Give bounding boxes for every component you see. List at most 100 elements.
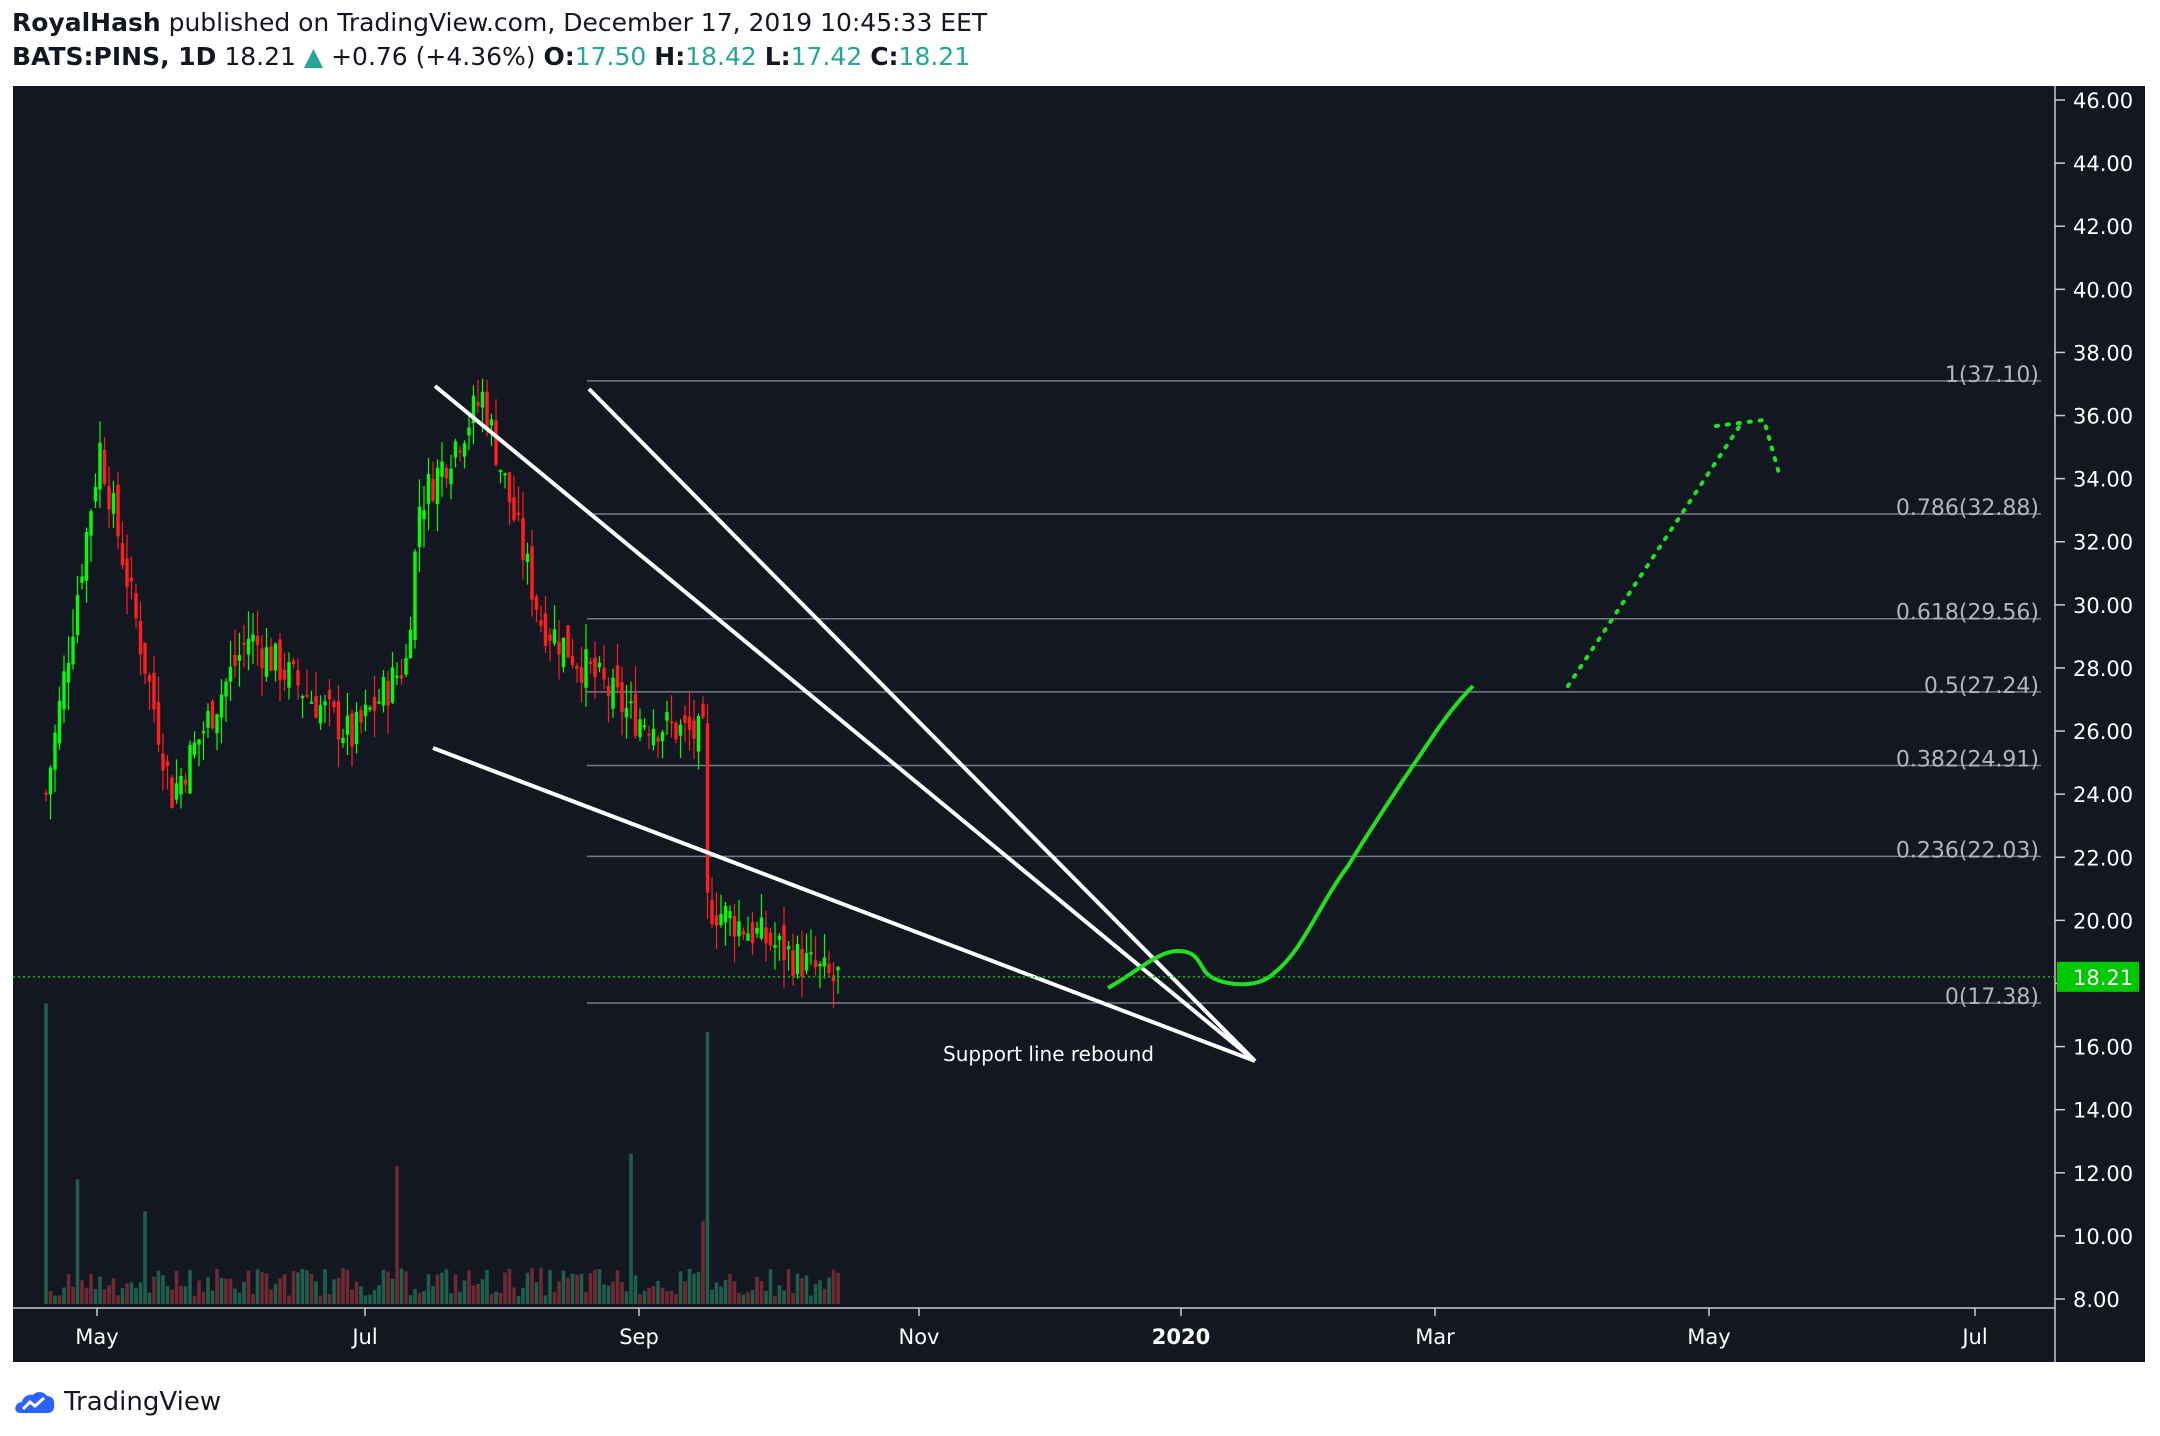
volume-bar xyxy=(269,1289,273,1304)
candle-body xyxy=(359,710,363,723)
volume-bar xyxy=(777,1285,782,1304)
volume-bar xyxy=(764,1290,768,1304)
projection-arrow-icon xyxy=(1714,417,1782,479)
candle-body xyxy=(732,915,737,937)
candle-body xyxy=(791,950,795,977)
price-tick-label: 20.00 xyxy=(2073,909,2133,933)
candle-body xyxy=(611,677,615,709)
annotation-text[interactable]: Support line rebound xyxy=(943,1042,1154,1066)
candle-body xyxy=(296,670,300,686)
volume-bar xyxy=(710,1289,714,1304)
volume-bar xyxy=(291,1271,296,1304)
time-tick-label: Nov xyxy=(899,1325,940,1349)
chart-area[interactable]: 1(37.10) 0.786(32.88) 0.618(29.56) 0.5(27.2… xyxy=(13,86,2145,1362)
volume-bar xyxy=(390,1278,395,1304)
candle-body xyxy=(237,655,242,661)
up-triangle-icon: ▲ xyxy=(303,42,324,71)
candle-body xyxy=(588,661,593,665)
drawings[interactable]: Support line rebound xyxy=(432,384,1782,1066)
volume-bar xyxy=(111,1278,116,1304)
volume-bar xyxy=(192,1295,197,1304)
candle-body xyxy=(809,952,813,955)
volume-bar xyxy=(179,1285,183,1304)
candle-body xyxy=(215,714,219,734)
volume-bars xyxy=(44,1003,840,1304)
volume-bar xyxy=(561,1270,566,1304)
price-tick-label: 42.00 xyxy=(2073,215,2133,239)
price-tick-label: 38.00 xyxy=(2073,341,2133,365)
price-chart[interactable]: 1(37.10) 0.786(32.88) 0.618(29.56) 0.5(27.2… xyxy=(13,86,2145,1362)
volume-bar xyxy=(354,1281,359,1304)
candle-body xyxy=(219,694,224,718)
candle-body xyxy=(606,685,611,697)
volume-bar xyxy=(809,1295,813,1304)
volume-bar xyxy=(489,1294,494,1304)
price-axis[interactable]: 8.0010.0012.0014.0016.0018.0020.0022.002… xyxy=(2055,89,2133,1312)
time-axis[interactable]: May Jul Sep Nov 2020 Mar May Jul xyxy=(75,1308,1988,1349)
candle-body xyxy=(471,395,476,424)
volume-bar xyxy=(66,1274,71,1304)
upper-trend-line[interactable] xyxy=(433,384,1257,1063)
candle-body xyxy=(273,643,278,671)
volume-bar xyxy=(368,1294,372,1304)
chart-header: RoyalHash published on TradingView.com, … xyxy=(12,6,2152,74)
candle-body xyxy=(656,737,660,742)
tradingview-brand[interactable]: TradingView xyxy=(64,1387,222,1417)
candle-body xyxy=(773,944,777,948)
volume-bar xyxy=(552,1291,557,1304)
volume-bar xyxy=(503,1272,507,1304)
candle-body xyxy=(210,701,215,729)
tradingview-logo-icon[interactable] xyxy=(14,1387,56,1417)
volume-bar xyxy=(471,1285,476,1304)
candle-body xyxy=(345,715,350,735)
candle-body xyxy=(318,705,323,724)
candle-body xyxy=(80,576,84,583)
volume-bar xyxy=(818,1280,822,1304)
candle-body xyxy=(710,899,714,925)
candle-body xyxy=(687,716,692,731)
projection-dotted-line[interactable] xyxy=(1566,419,1745,688)
volume-bar xyxy=(134,1288,138,1304)
volume-bar xyxy=(701,1220,705,1304)
volume-bar xyxy=(660,1287,665,1304)
candle-body xyxy=(453,441,458,458)
volume-bar xyxy=(183,1286,188,1304)
projection-curve[interactable] xyxy=(1107,684,1475,990)
candle-body xyxy=(755,927,759,934)
volume-bar xyxy=(332,1279,336,1304)
volume-bar xyxy=(530,1268,534,1304)
candle-body xyxy=(485,391,489,431)
candle-body xyxy=(620,682,624,713)
volume-bar xyxy=(449,1293,453,1304)
support-line[interactable] xyxy=(432,746,1256,1063)
wedge-upper-line[interactable] xyxy=(587,387,1257,1063)
volume-bar xyxy=(494,1291,498,1304)
candle-body xyxy=(494,420,498,465)
volume-bar xyxy=(147,1292,152,1304)
volume-bar xyxy=(768,1269,773,1304)
volume-bar xyxy=(836,1272,840,1304)
candle-body xyxy=(287,662,291,688)
candle-body xyxy=(165,761,170,766)
volume-bar xyxy=(647,1287,651,1304)
author-name[interactable]: RoyalHash xyxy=(12,8,161,37)
volume-bar xyxy=(773,1295,777,1304)
candle-body xyxy=(674,722,678,740)
volume-bar xyxy=(548,1269,552,1304)
volume-bar xyxy=(453,1274,458,1304)
candle-body xyxy=(498,469,503,472)
time-tick-label: 2020 xyxy=(1152,1325,1210,1349)
candle-body xyxy=(66,663,71,683)
volume-bar xyxy=(399,1268,404,1304)
volume-bar xyxy=(728,1273,732,1304)
candle-body xyxy=(377,701,381,704)
candle-body xyxy=(804,953,809,971)
candle-body xyxy=(678,724,683,736)
candle-body xyxy=(129,577,134,582)
candle-body xyxy=(269,646,273,671)
candle-body xyxy=(224,681,228,697)
fib-retracement[interactable]: 1(37.10) 0.786(32.88) 0.618(29.56) 0.5(27.2… xyxy=(587,363,2041,1010)
candle-body xyxy=(633,694,638,736)
volume-bar xyxy=(516,1295,521,1304)
candle-body xyxy=(84,531,89,581)
